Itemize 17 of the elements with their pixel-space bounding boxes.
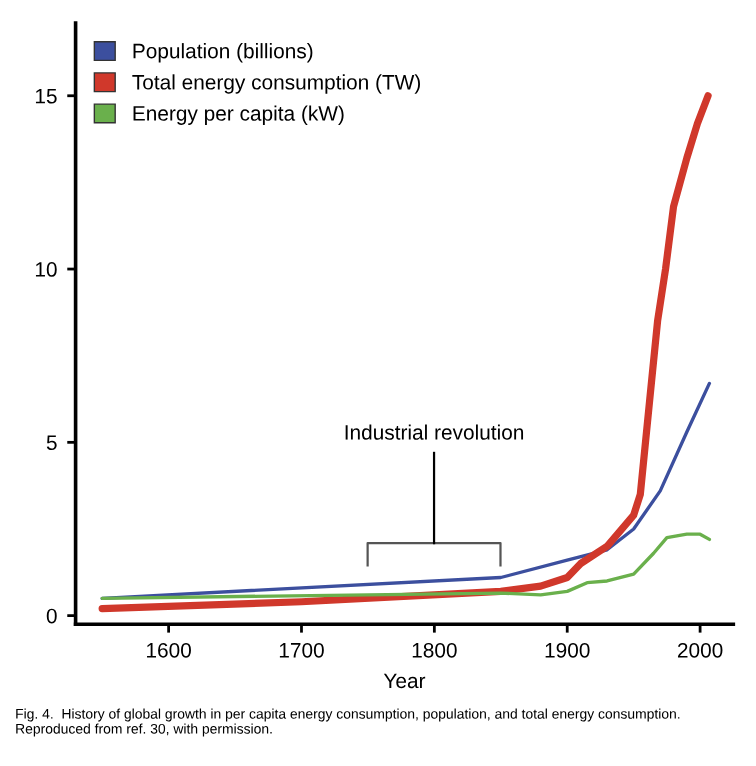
y-tick-label: 15 [35, 88, 57, 104]
line-series [100, 381, 712, 600]
line-series [98, 92, 712, 613]
legend-label: Population (billions) [133, 43, 313, 63]
x-tick-label: 1900 [545, 642, 590, 658]
x-tick-label: 2000 [677, 642, 723, 658]
x-tick-label: 1600 [147, 642, 191, 658]
line-series [100, 532, 712, 600]
y-tick-label: 10 [35, 262, 57, 277]
legend-label: Total energy consumption (TW) [132, 74, 421, 94]
y-tick-label: 0 [46, 608, 57, 624]
legend-label: Energy per capita (kW) [133, 105, 344, 125]
x-tick-label: 1800 [412, 642, 457, 658]
annotation: Industrial revolution [345, 424, 524, 440]
y-tick-label: 5 [46, 435, 57, 451]
x-tick-label: 1700 [279, 642, 324, 658]
x-axis-title: Year [383, 673, 426, 689]
